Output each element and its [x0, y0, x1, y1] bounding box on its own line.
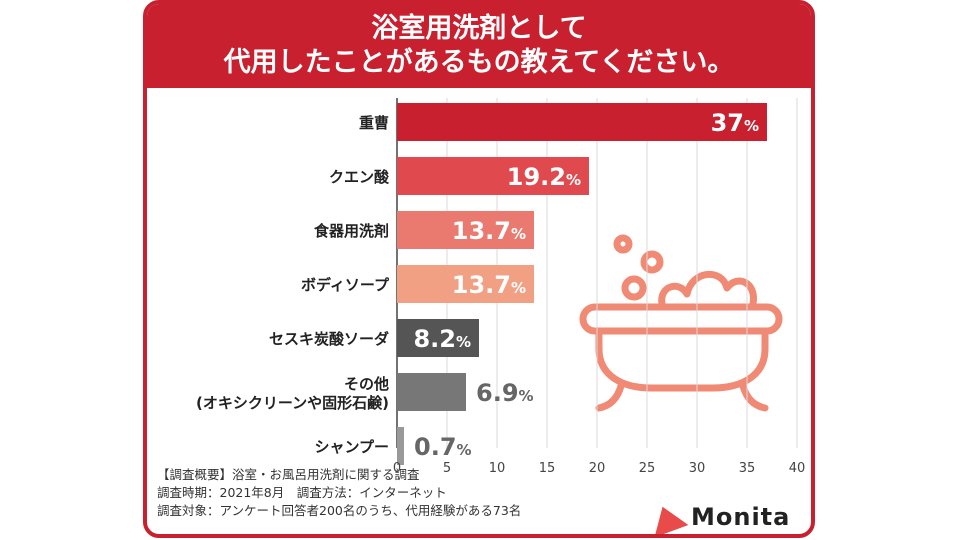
category-label: 食器用洗剤 [314, 222, 389, 240]
chart-grid [396, 98, 798, 448]
value-label: 0.7% [414, 433, 472, 461]
x-tick-label: 40 [789, 461, 806, 476]
category-labels: 重曹クエン酸食器用洗剤ボディソープセスキ炭酸ソーダその他(オキシクリーンや固形石… [196, 114, 390, 456]
category-label: ボディソープ [301, 276, 390, 294]
category-label: その他(オキシクリーンや固形石鹸) [196, 375, 389, 412]
value-label: 6.9% [476, 379, 534, 407]
survey-notes: 【調査概要】浴室・お風呂用洗剤に関する調査 調査時期：2021年8月 調査方法：… [157, 466, 617, 520]
value-unit: % [511, 279, 526, 297]
value-label: 8.2% [413, 325, 471, 353]
bar [397, 211, 534, 249]
value-unit: % [566, 171, 581, 189]
value-number: 19.2 [507, 163, 566, 191]
x-tick-label: 25 [639, 461, 656, 476]
category-label-line: (オキシクリーンや固形石鹸) [196, 394, 389, 412]
category-label: 重曹 [359, 114, 389, 132]
brand-triangle-icon [645, 500, 689, 534]
value-labels: 37%19.2%13.7%13.7%8.2%6.9%0.7% [413, 109, 759, 461]
survey-note-line: 調査時期：2021年8月 調査方法：インターネット [157, 485, 447, 500]
bar-chart: 重曹クエン酸食器用洗剤ボディソープセスキ炭酸ソーダその他(オキシクリーンや固形石… [196, 98, 805, 476]
category-label-line: シャンプー [314, 438, 389, 456]
x-tick-label: 30 [689, 461, 706, 476]
infographic-card: 浴室用洗剤として 代用したことがあるもの教えてください。 重曹クエン酸食器用洗剤… [143, 0, 815, 538]
x-tick-label: 5 [443, 461, 451, 476]
value-label: 19.2% [507, 163, 581, 191]
value-label: 13.7% [452, 271, 526, 299]
chart-header: 浴室用洗剤として 代用したことがあるもの教えてください。 [147, 4, 811, 88]
category-label-line: クエン酸 [329, 168, 390, 186]
survey-note-line: 調査対象：アンケート回答者200名のうち、代用経験がある73名 [157, 503, 522, 518]
x-tick-label: 20 [589, 461, 606, 476]
value-label: 37% [711, 109, 759, 137]
category-label-line: ボディソープ [301, 276, 390, 294]
value-number: 0.7 [414, 433, 457, 461]
brand-name: Monita [691, 503, 791, 531]
bar [397, 157, 589, 195]
value-number: 13.7 [452, 271, 511, 299]
category-label-line: 重曹 [359, 114, 389, 132]
category-label-line: セスキ炭酸ソーダ [269, 330, 389, 348]
x-tick-label: 10 [489, 461, 506, 476]
category-label: クエン酸 [329, 168, 390, 186]
chart-bars [397, 103, 767, 465]
value-number: 8.2 [413, 325, 456, 353]
bar [397, 373, 466, 411]
chart-title-line1: 浴室用洗剤として [371, 13, 587, 44]
value-unit: % [744, 117, 759, 135]
bathtub-icon [579, 234, 783, 412]
value-unit: % [519, 387, 534, 405]
bar [397, 427, 404, 465]
bar [397, 265, 534, 303]
bar [397, 103, 767, 141]
brand-logo: Monita [645, 500, 809, 534]
category-label: セスキ炭酸ソーダ [269, 330, 389, 348]
x-axis-ticks: 0 5 10 15 20 25 30 35 40 [393, 461, 805, 476]
category-label-line: 食器用洗剤 [314, 222, 389, 240]
x-tick-label: 0 [393, 461, 401, 476]
value-number: 37 [711, 109, 744, 137]
category-label: シャンプー [314, 438, 389, 456]
value-number: 6.9 [476, 379, 519, 407]
value-unit: % [456, 333, 471, 351]
x-tick-label: 15 [539, 461, 556, 476]
chart-title-line2: 代用したことがあるもの教えてください。 [223, 47, 735, 78]
value-unit: % [511, 225, 526, 243]
x-tick-label: 35 [739, 461, 756, 476]
value-number: 13.7 [452, 217, 511, 245]
survey-note-line: 【調査概要】浴室・お風呂用洗剤に関する調査 [157, 467, 420, 482]
category-label-line: その他 [344, 375, 389, 393]
value-label: 13.7% [452, 217, 526, 245]
value-unit: % [457, 441, 472, 459]
bar [397, 319, 479, 357]
